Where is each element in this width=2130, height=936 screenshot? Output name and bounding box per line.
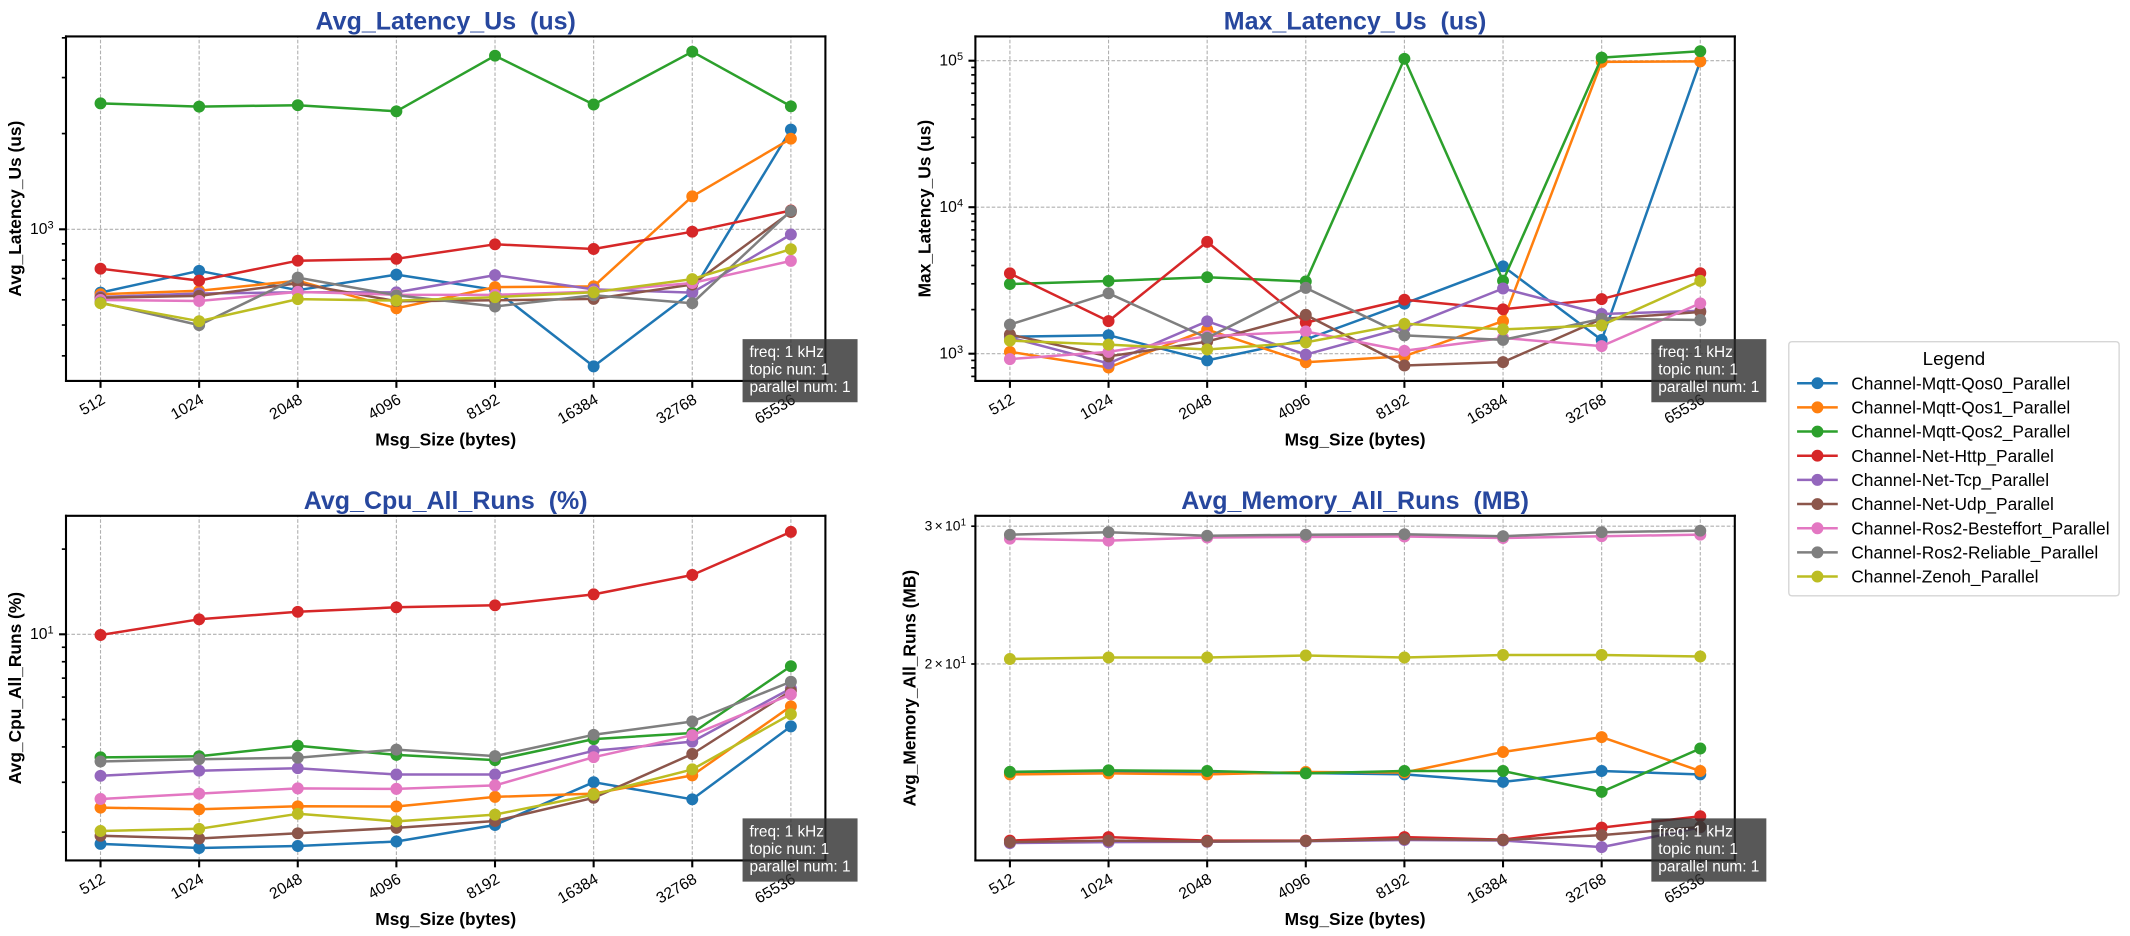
- svg-text:Channel-Zenoh_Parallel: Channel-Zenoh_Parallel: [1851, 567, 2038, 587]
- svg-text:Avg_Cpu_All_Runs (%): Avg_Cpu_All_Runs (%): [304, 487, 588, 515]
- svg-text:1 0 3: 1 0 3: [939, 339, 963, 364]
- svg-text:parallel num: 1: parallel num: 1: [750, 379, 851, 396]
- svg-text:Avg_Memory_All_Runs (MB): Avg_Memory_All_Runs (MB): [899, 570, 919, 807]
- svg-text:1 0 3: 1 0 3: [30, 214, 54, 239]
- svg-text:Msg_Size (bytes): Msg_Size (bytes): [375, 909, 516, 929]
- svg-text:Channel-Net-Tcp_Parallel: Channel-Net-Tcp_Parallel: [1851, 470, 2049, 490]
- svg-text:Max_Latency_Us (us): Max_Latency_Us (us): [914, 120, 934, 298]
- svg-text:parallel num: 1: parallel num: 1: [1658, 379, 1759, 396]
- svg-text:1 0 5: 1 0 5: [939, 46, 963, 71]
- svg-text:topic nun: 1: topic nun: 1: [1658, 841, 1738, 858]
- svg-text:Legend: Legend: [1923, 348, 1986, 369]
- svg-text:freq: 1 kHz: freq: 1 kHz: [1658, 344, 1733, 361]
- svg-text:topic nun: 1: topic nun: 1: [750, 841, 830, 858]
- svg-text:2 × 1: 2 × 1 0 1: [925, 648, 967, 673]
- svg-text:parallel num: 1: parallel num: 1: [1658, 858, 1759, 875]
- svg-text:Channel-Mqtt-Qos1_Parallel: Channel-Mqtt-Qos1_Parallel: [1851, 397, 2070, 417]
- svg-text:parallel num: 1: parallel num: 1: [750, 858, 851, 875]
- svg-text:freq: 1 kHz: freq: 1 kHz: [750, 823, 825, 840]
- svg-text:Channel-Mqtt-Qos0_Parallel: Channel-Mqtt-Qos0_Parallel: [1851, 373, 2070, 393]
- svg-text:Avg_Latency_Us (us): Avg_Latency_Us (us): [316, 7, 576, 35]
- svg-text:Max_Latency_Us (us): Max_Latency_Us (us): [1224, 7, 1487, 35]
- svg-text:topic nun: 1: topic nun: 1: [750, 362, 830, 379]
- svg-text:Msg_Size (bytes): Msg_Size (bytes): [1285, 429, 1426, 449]
- svg-text:freq: 1 kHz: freq: 1 kHz: [750, 344, 825, 361]
- svg-text:freq: 1 kHz: freq: 1 kHz: [1658, 823, 1733, 840]
- svg-text:Channel-Ros2-Reliable_Parallel: Channel-Ros2-Reliable_Parallel: [1851, 542, 2098, 562]
- svg-text:Channel-Ros2-Besteffort_Parall: Channel-Ros2-Besteffort_Parallel: [1851, 518, 2109, 538]
- svg-text:Avg_Cpu_All_Runs (%): Avg_Cpu_All_Runs (%): [5, 592, 25, 784]
- svg-text:3 × 1: 3 × 1 0 1: [925, 511, 967, 536]
- svg-text:1 0 1: 1 0 1: [30, 619, 54, 644]
- svg-text:Channel-Net-Http_Parallel: Channel-Net-Http_Parallel: [1851, 446, 2054, 466]
- svg-text:Msg_Size (bytes): Msg_Size (bytes): [375, 429, 516, 449]
- svg-text:1 0 4: 1 0 4: [939, 192, 963, 217]
- svg-text:Channel-Net-Udp_Parallel: Channel-Net-Udp_Parallel: [1851, 494, 2054, 514]
- svg-text:Avg_Latency_Us (us): Avg_Latency_Us (us): [5, 121, 25, 297]
- svg-text:Avg_Memory_All_Runs (MB): Avg_Memory_All_Runs (MB): [1181, 487, 1529, 515]
- svg-text:topic nun: 1: topic nun: 1: [1658, 362, 1738, 379]
- svg-text:Channel-Mqtt-Qos2_Parallel: Channel-Mqtt-Qos2_Parallel: [1851, 422, 2070, 442]
- svg-text:Msg_Size (bytes): Msg_Size (bytes): [1285, 909, 1426, 929]
